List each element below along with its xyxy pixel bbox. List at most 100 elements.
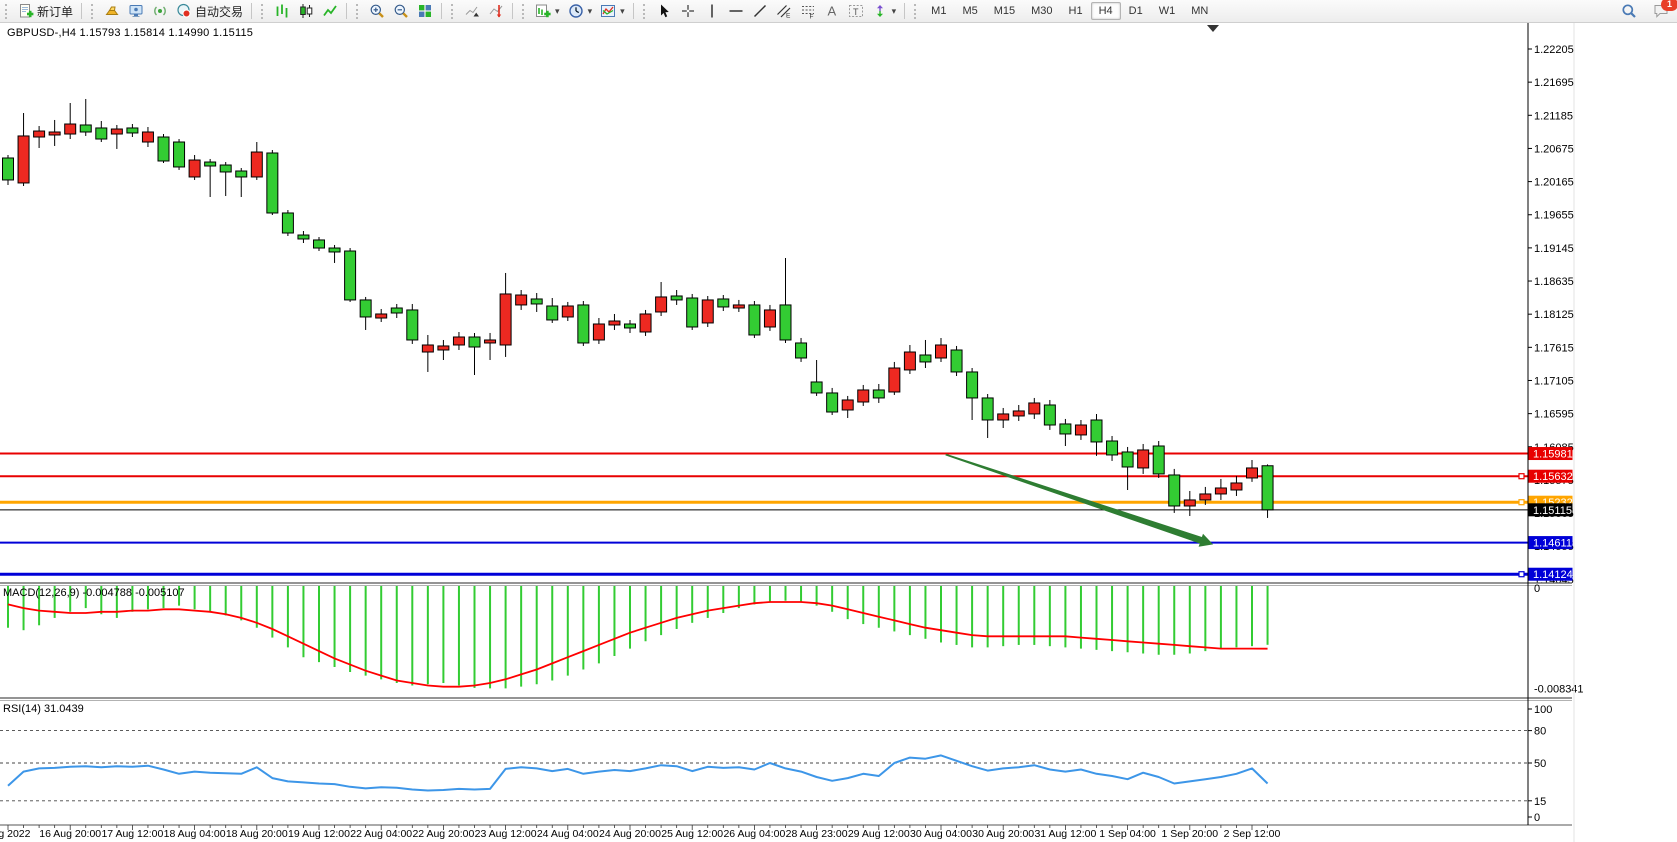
auto-scroll-button[interactable] — [460, 1, 484, 21]
bars-chart-button[interactable] — [270, 1, 294, 21]
candle — [375, 313, 388, 319]
candle — [810, 381, 823, 394]
vertical-line-button[interactable] — [700, 1, 724, 21]
bars-chart-icon — [274, 3, 290, 19]
line-handle[interactable] — [1518, 473, 1525, 480]
text-label-icon: T — [848, 3, 864, 19]
macd-axis-zero: 0 — [1534, 583, 1540, 595]
candle — [670, 295, 683, 301]
cursor-button[interactable] — [652, 1, 676, 21]
timeframe-m30-button[interactable]: M30 — [1023, 2, 1060, 20]
candle — [204, 161, 217, 167]
periods-button[interactable]: ▾ — [564, 1, 597, 21]
line-handle[interactable] — [1518, 499, 1525, 506]
vertical-line-icon — [704, 3, 720, 19]
candle — [484, 339, 497, 344]
notifications-button[interactable]: 1 — [1649, 0, 1677, 21]
macd-indicator-label: MACD(12,26,9) -0.004788 -0.005107 — [3, 587, 185, 599]
timeframe-m1-button[interactable]: M1 — [923, 2, 954, 20]
candle — [1028, 402, 1041, 415]
horizontal-line-button[interactable] — [724, 1, 748, 21]
channel-button[interactable]: E — [772, 1, 796, 21]
tile-windows-button[interactable] — [413, 1, 437, 21]
timeframe-h4-button[interactable]: H4 — [1090, 2, 1121, 20]
toolbar-grip — [914, 3, 919, 19]
svg-text:1.17105: 1.17105 — [1534, 375, 1574, 387]
timeframe-mn-button[interactable]: MN — [1183, 2, 1216, 20]
toolbar-grip — [356, 3, 361, 19]
chevron-down-icon[interactable]: ▾ — [620, 5, 625, 16]
candle — [1183, 499, 1196, 507]
community-button[interactable] — [124, 1, 148, 21]
candle — [1074, 424, 1087, 436]
timeframe-m5-button[interactable]: M5 — [954, 2, 985, 20]
chevron-down-icon[interactable]: ▾ — [555, 5, 560, 16]
chart-shift-marker[interactable] — [1207, 25, 1219, 32]
candle — [17, 135, 30, 184]
crosshair-button[interactable] — [676, 1, 700, 21]
toolbar-separator — [904, 3, 906, 19]
new-chart-button[interactable]: ▾ — [531, 1, 564, 21]
svg-text:22 Aug 20:00: 22 Aug 20:00 — [412, 828, 474, 840]
line-chart-icon — [322, 3, 338, 19]
candle — [857, 389, 870, 403]
svg-text:1 Sep 04:00: 1 Sep 04:00 — [1099, 828, 1156, 840]
text-label-button[interactable]: T — [844, 1, 868, 21]
svg-text:26 Aug 04:00: 26 Aug 04:00 — [723, 828, 785, 840]
fibonacci-button[interactable]: F — [796, 1, 820, 21]
arrows-button[interactable]: ▾ — [868, 1, 901, 21]
new-order-button[interactable]: 新订单 — [14, 1, 77, 21]
candle — [639, 313, 652, 333]
trend-arrow-annotation[interactable] — [945, 453, 1214, 547]
zoom-out-icon — [393, 3, 409, 19]
line-handle[interactable] — [1518, 571, 1525, 578]
timeframe-w1-button[interactable]: W1 — [1151, 2, 1184, 20]
autotrading-button[interactable]: 自动交易 — [172, 1, 247, 21]
candle — [748, 304, 761, 336]
candle — [297, 234, 310, 240]
deposit-button[interactable] — [100, 1, 124, 21]
candle — [935, 344, 947, 359]
cursor-icon — [656, 3, 672, 19]
chevron-down-icon[interactable]: ▾ — [587, 5, 593, 16]
horizontal-line-icon — [728, 3, 744, 19]
candle — [592, 323, 605, 341]
svg-text:24 Aug 20:00: 24 Aug 20:00 — [599, 828, 661, 840]
signals-button[interactable] — [148, 1, 172, 21]
svg-text:1.20165: 1.20165 — [1534, 177, 1574, 189]
line-chart-button[interactable] — [318, 1, 342, 21]
zoom-out-button[interactable] — [389, 1, 413, 21]
candle — [1168, 474, 1181, 507]
horizontal-line-objects — [0, 452, 1528, 576]
trendline-icon — [752, 3, 768, 19]
candle — [888, 367, 901, 393]
candle — [655, 296, 668, 313]
candle — [328, 247, 341, 253]
chart-shift-button[interactable] — [484, 1, 508, 21]
indicators-button[interactable]: ▾ — [596, 1, 629, 21]
chevron-down-icon[interactable]: ▾ — [891, 5, 897, 16]
candle — [997, 413, 1010, 421]
text-button[interactable]: A — [820, 1, 844, 21]
svg-text:T: T — [853, 7, 859, 17]
candle — [561, 305, 574, 318]
candle — [188, 159, 201, 178]
search-button[interactable] — [1617, 1, 1641, 21]
timeframe-d1-button[interactable]: D1 — [1121, 2, 1151, 20]
svg-text:1.20675: 1.20675 — [1534, 143, 1574, 155]
candles-chart-button[interactable] — [294, 1, 318, 21]
svg-text:31 Aug 12:00: 31 Aug 12:00 — [1034, 828, 1096, 840]
signal-icon — [152, 3, 168, 19]
timeframe-h1-button[interactable]: H1 — [1061, 2, 1091, 20]
toolbar-grip — [261, 3, 266, 19]
svg-text:1.19145: 1.19145 — [1534, 243, 1574, 255]
trendline-button[interactable] — [748, 1, 772, 21]
timeframe-m15-button[interactable]: M15 — [986, 2, 1023, 20]
svg-text:1.14124: 1.14124 — [1533, 569, 1573, 581]
candle — [1059, 423, 1072, 435]
arrows-icon — [872, 3, 888, 19]
zoom-in-button[interactable] — [365, 1, 389, 21]
candle — [1261, 465, 1274, 511]
